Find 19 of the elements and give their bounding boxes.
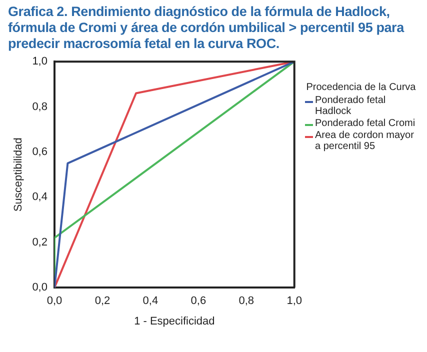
y-tick-label: 1,0 bbox=[32, 56, 48, 68]
y-axis-title: Susceptibilidad bbox=[12, 138, 25, 212]
legend-label: Ponderado fetal Hadlock bbox=[315, 95, 387, 117]
x-tick-label: 0,2 bbox=[94, 295, 110, 308]
x-tick-label: 0,8 bbox=[238, 295, 254, 308]
y-tick-label: 0,8 bbox=[32, 100, 48, 113]
legend-label: Area de cordon mayor a percentil 95 bbox=[315, 130, 415, 152]
x-tick-label: 0,0 bbox=[46, 295, 62, 308]
legend-label: Ponderado fetal Cromi bbox=[315, 118, 416, 129]
chart-title: Grafica 2. Rendimiento diagnóstico de la fórmula de Hadlock, fórmula de Cromi y área de cordón umbilical > percentil 95 para predecir macrosomía fetal en la curva ROC. bbox=[8, 4, 406, 52]
y-tick-label: 0,6 bbox=[32, 146, 48, 158]
y-tick-label: 0,4 bbox=[32, 191, 48, 204]
y-tick-label: 0,0 bbox=[32, 282, 48, 294]
x-tick-label: 0,4 bbox=[142, 295, 158, 308]
legend-title: Procedencia de la Curva bbox=[305, 82, 417, 93]
x-tick-label: 0,6 bbox=[190, 295, 206, 308]
x-axis-title: 1 - Especificidad bbox=[134, 315, 215, 328]
x-tick-label: 1,0 bbox=[286, 295, 302, 308]
y-tick-label: 0,2 bbox=[32, 236, 48, 248]
